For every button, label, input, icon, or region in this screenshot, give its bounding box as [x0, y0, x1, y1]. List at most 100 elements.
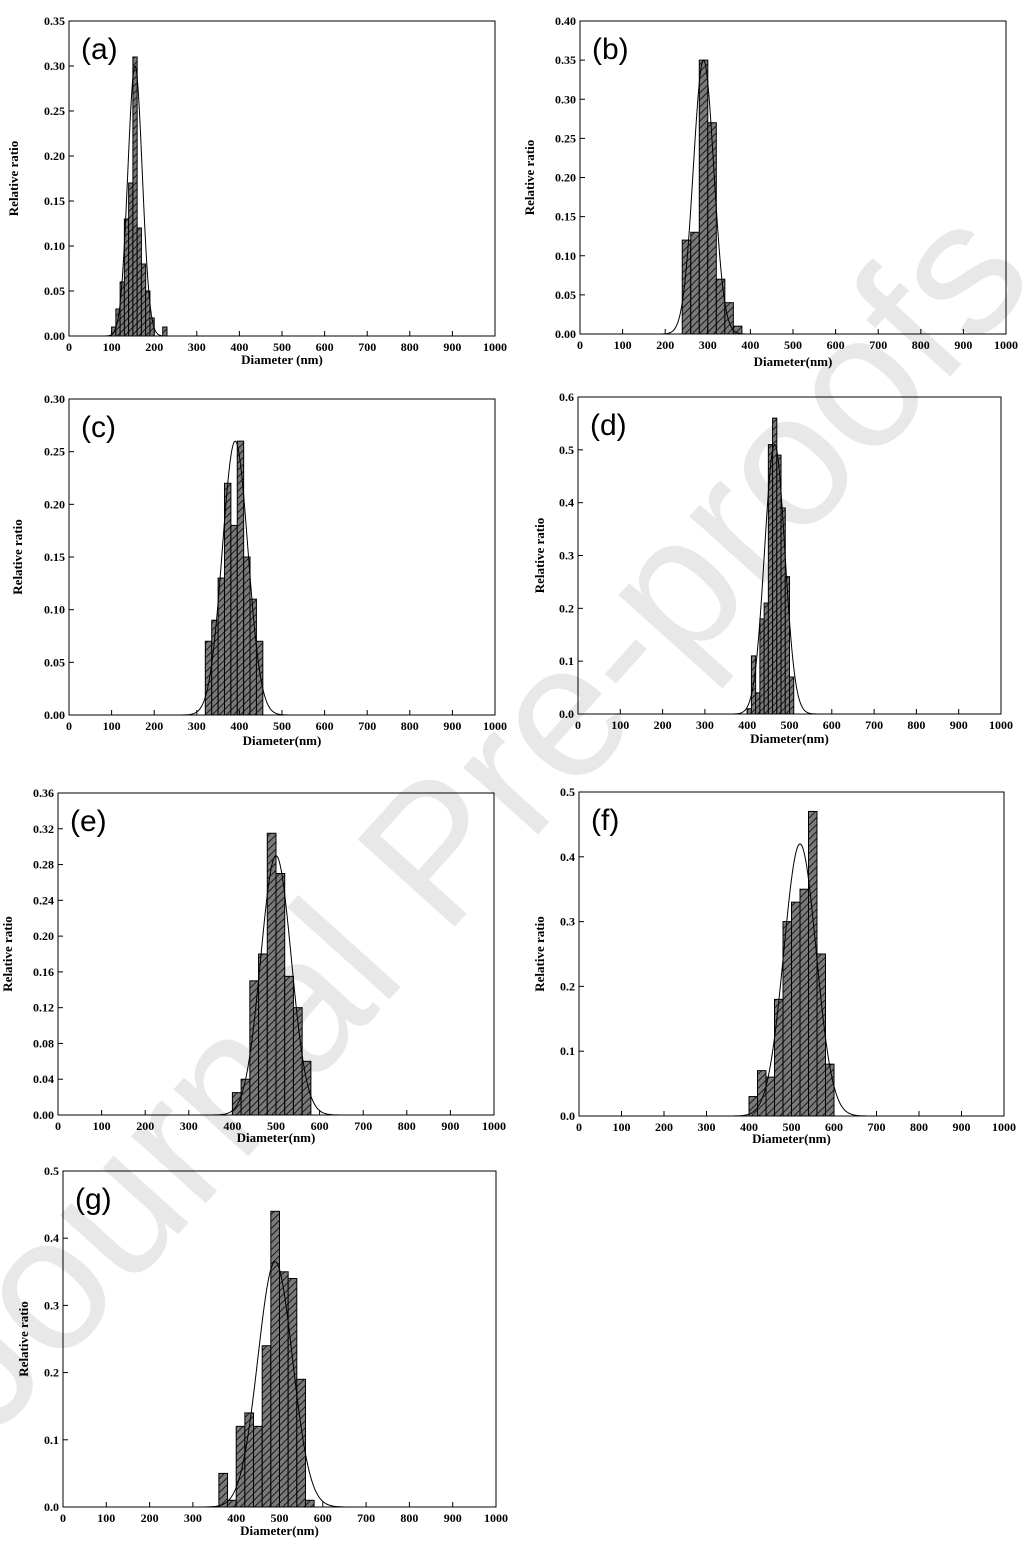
- y-tick-label: 0.5: [560, 785, 575, 799]
- histogram-bar: [698, 59, 709, 335]
- x-tick-label: 700: [354, 1119, 372, 1133]
- x-tick-label: 100: [611, 718, 629, 732]
- y-tick-label: 0.05: [44, 655, 65, 669]
- y-tick-label: 0.10: [44, 603, 65, 617]
- y-axis-title: Relative ratio: [6, 141, 21, 216]
- y-tick-label: 0.28: [33, 858, 54, 872]
- histogram-bar: [791, 901, 801, 1117]
- histogram-bar: [235, 1425, 246, 1508]
- x-axis-title: Diameter (nm): [241, 352, 323, 367]
- x-axis-title: Diameter(nm): [243, 733, 322, 748]
- x-tick-label: 800: [401, 719, 419, 733]
- histogram-bar: [757, 1070, 767, 1117]
- histogram-bar: [690, 231, 700, 335]
- y-tick-label: 0.30: [44, 392, 65, 406]
- histogram-bar: [776, 454, 782, 715]
- histogram-bar: [284, 975, 294, 1116]
- x-tick-label: 600: [314, 1511, 332, 1525]
- panel-label: (e): [70, 805, 107, 838]
- y-tick-label: 0.0: [44, 1500, 59, 1514]
- y-tick-label: 0.04: [33, 1072, 54, 1086]
- x-tick-label: 600: [316, 340, 334, 354]
- x-tick-label: 200: [136, 1119, 154, 1133]
- histogram-bar: [759, 618, 765, 715]
- y-tick-label: 0.25: [44, 445, 65, 459]
- x-tick-label: 1000: [989, 718, 1013, 732]
- x-tick-label: 1000: [483, 340, 507, 354]
- x-tick-label: 0: [575, 718, 581, 732]
- histogram-bar: [755, 692, 761, 715]
- y-tick-label: 0.40: [555, 14, 576, 28]
- y-tick-label: 0.3: [44, 1298, 59, 1312]
- x-tick-label: 400: [738, 718, 756, 732]
- x-tick-label: 900: [443, 719, 461, 733]
- histogram-bar: [780, 507, 786, 715]
- x-tick-label: 0: [576, 1120, 582, 1134]
- y-tick-label: 0.2: [560, 979, 575, 993]
- x-tick-label: 900: [444, 1511, 462, 1525]
- x-tick-label: 0: [55, 1119, 61, 1133]
- y-tick-label: 0.4: [559, 496, 574, 510]
- x-tick-label: 100: [97, 1511, 115, 1525]
- y-tick-label: 0.15: [44, 550, 65, 564]
- histogram-bar: [204, 640, 213, 716]
- histogram-bar: [223, 482, 232, 716]
- x-tick-label: 0: [577, 338, 583, 352]
- x-tick-label: 300: [698, 1120, 716, 1134]
- histogram-bar: [816, 953, 826, 1117]
- panel-label: (f): [591, 804, 619, 837]
- histogram-bar: [243, 556, 251, 716]
- histogram-bar: [230, 524, 238, 716]
- y-tick-label: 0.4: [560, 850, 575, 864]
- x-tick-label: 100: [103, 719, 121, 733]
- y-tick-label: 0.5: [44, 1164, 59, 1178]
- histogram-bar: [287, 1278, 298, 1508]
- gaussian-fit-curve: [732, 843, 868, 1117]
- x-tick-label: 1000: [994, 338, 1018, 352]
- histogram-bar: [825, 1063, 835, 1117]
- x-tick-label: 500: [271, 1511, 289, 1525]
- x-tick-label: 900: [954, 338, 972, 352]
- y-tick-label: 0.16: [33, 965, 54, 979]
- y-tick-label: 0.2: [44, 1366, 59, 1380]
- y-axis-title: Relative ratio: [522, 140, 537, 215]
- x-tick-label: 100: [103, 340, 121, 354]
- x-tick-label: 300: [188, 719, 206, 733]
- x-tick-label: 200: [145, 340, 163, 354]
- x-axis-title: Diameter(nm): [240, 1523, 319, 1538]
- x-tick-label: 200: [145, 719, 163, 733]
- chart-panel-c: 0 100 200 300 400 500 600 700 800 900 1000 0.00 0.05…: [10, 392, 507, 748]
- gaussian-fit-curve: [732, 443, 818, 715]
- histogram-bar: [132, 56, 138, 337]
- histogram-bar: [231, 1092, 242, 1116]
- x-tick-label: 1000: [992, 1120, 1016, 1134]
- y-tick-label: 0.00: [44, 708, 65, 722]
- histogram-bar: [296, 1378, 306, 1508]
- y-tick-label: 0.00: [555, 327, 576, 341]
- x-tick-label: 500: [267, 1119, 285, 1133]
- y-tick-label: 0.25: [555, 131, 576, 145]
- x-tick-label: 100: [614, 338, 632, 352]
- x-tick-label: 300: [188, 340, 206, 354]
- x-tick-label: 900: [443, 340, 461, 354]
- histogram-bar: [136, 227, 142, 337]
- x-tick-label: 200: [655, 1120, 673, 1134]
- histogram-bar: [270, 1210, 280, 1508]
- histogram-bar: [140, 263, 147, 337]
- x-tick-label: 900: [950, 718, 968, 732]
- x-axis-title: Diameter(nm): [750, 731, 829, 746]
- x-tick-label: 800: [401, 340, 419, 354]
- x-tick-label: 500: [784, 338, 802, 352]
- x-axis-title: Diameter(nm): [752, 1131, 831, 1146]
- panel-label: (b): [592, 33, 629, 66]
- x-tick-label: 900: [953, 1120, 971, 1134]
- panel-label: (a): [81, 33, 118, 66]
- y-tick-label: 0.32: [33, 822, 54, 836]
- histogram-bar: [253, 1425, 263, 1508]
- y-tick-label: 0.1: [560, 1044, 575, 1058]
- y-tick-label: 0.1: [44, 1433, 59, 1447]
- y-tick-label: 0.20: [44, 497, 65, 511]
- y-tick-label: 0.15: [555, 210, 576, 224]
- y-tick-label: 0.24: [33, 893, 54, 907]
